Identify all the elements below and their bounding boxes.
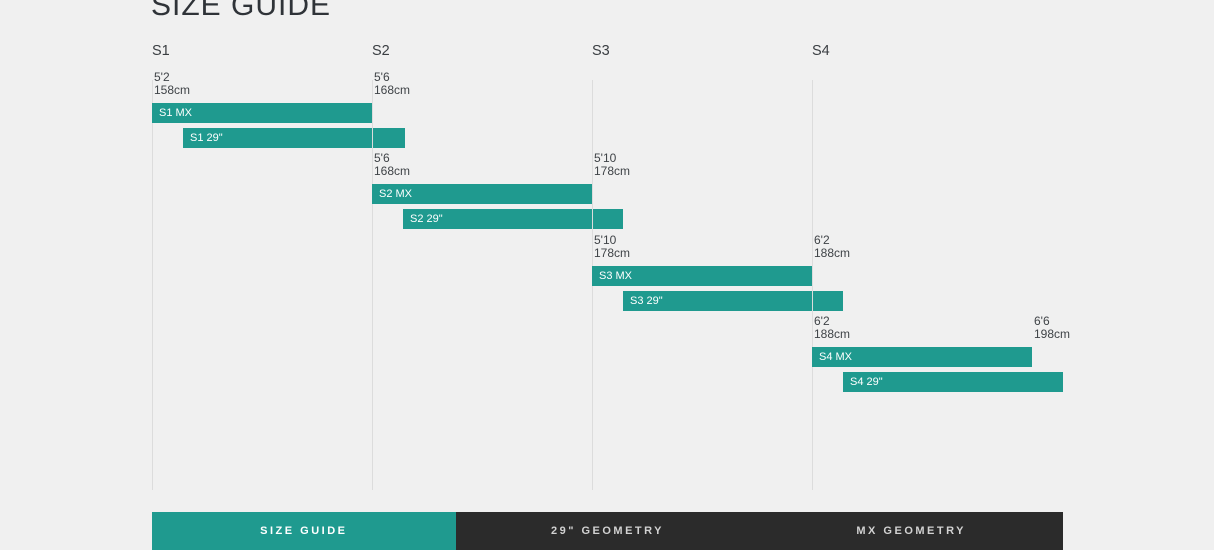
height-label-s1-start: 5'2 158cm xyxy=(154,71,190,96)
height-metric: 198cm xyxy=(1034,327,1071,341)
geometry-tabs: SIZE GUIDE 29" GEOMETRY MX GEOMETRY xyxy=(152,512,1064,550)
height-metric: 188cm xyxy=(814,327,851,341)
bar-s3-mx: S3 MX xyxy=(592,266,812,286)
bar-s2-mx: S2 MX xyxy=(372,184,592,204)
gridline-s1 xyxy=(152,80,153,490)
height-label-s4-end: 6'6 198cm xyxy=(1034,315,1070,340)
bar-s3-29: S3 29" xyxy=(623,291,843,311)
height-label-s2-end: 5'10 178cm xyxy=(594,152,630,177)
gridline-s4 xyxy=(812,80,813,490)
height-imperial: 5'10 xyxy=(594,233,617,247)
size-header-s1: S1 xyxy=(152,43,170,59)
tab-mx-geometry[interactable]: MX GEOMETRY xyxy=(759,512,1064,550)
height-metric: 188cm xyxy=(814,246,851,260)
gridline-s2 xyxy=(372,80,373,490)
height-imperial: 5'2 xyxy=(154,70,170,84)
height-metric: 178cm xyxy=(594,246,631,260)
height-imperial: 5'6 xyxy=(374,70,390,84)
size-header-s4: S4 xyxy=(812,43,830,59)
height-imperial: 6'6 xyxy=(1034,314,1050,328)
height-label-s2-start: 5'6 168cm xyxy=(374,152,410,177)
height-label-s1-end: 5'6 168cm xyxy=(374,71,410,96)
tab-label: MX GEOMETRY xyxy=(856,525,966,537)
bar-s2-29: S2 29" xyxy=(403,209,623,229)
height-imperial: 6'2 xyxy=(814,314,830,328)
size-header-s3: S3 xyxy=(592,43,610,59)
size-header-s2: S2 xyxy=(372,43,390,59)
bar-s1-29: S1 29" xyxy=(183,128,405,148)
height-metric: 178cm xyxy=(594,164,631,178)
height-metric: 158cm xyxy=(154,83,191,97)
tab-label: 29" GEOMETRY xyxy=(550,525,665,537)
height-label-s3-end: 6'2 188cm xyxy=(814,234,850,259)
tab-size-guide[interactable]: SIZE GUIDE xyxy=(152,512,456,550)
height-imperial: 5'10 xyxy=(594,151,617,165)
height-metric: 168cm xyxy=(374,83,411,97)
tab-label: SIZE GUIDE xyxy=(260,525,348,537)
bar-s1-mx: S1 MX xyxy=(152,103,372,123)
height-label-s4-start: 6'2 188cm xyxy=(814,315,850,340)
bar-s4-mx: S4 MX xyxy=(812,347,1032,367)
page-title: SIZE GUIDE xyxy=(151,0,332,22)
height-label-s3-start: 5'10 178cm xyxy=(594,234,630,259)
tab-29-geometry[interactable]: 29" GEOMETRY xyxy=(455,512,760,550)
bar-s4-29: S4 29" xyxy=(843,372,1063,392)
height-metric: 168cm xyxy=(374,164,411,178)
height-imperial: 6'2 xyxy=(814,233,830,247)
size-guide-chart: S1 5'2 158cm 5'6 168cm S1 MX S1 29" S2 5'6 168cm 5… xyxy=(152,43,1070,490)
height-imperial: 5'6 xyxy=(374,151,390,165)
